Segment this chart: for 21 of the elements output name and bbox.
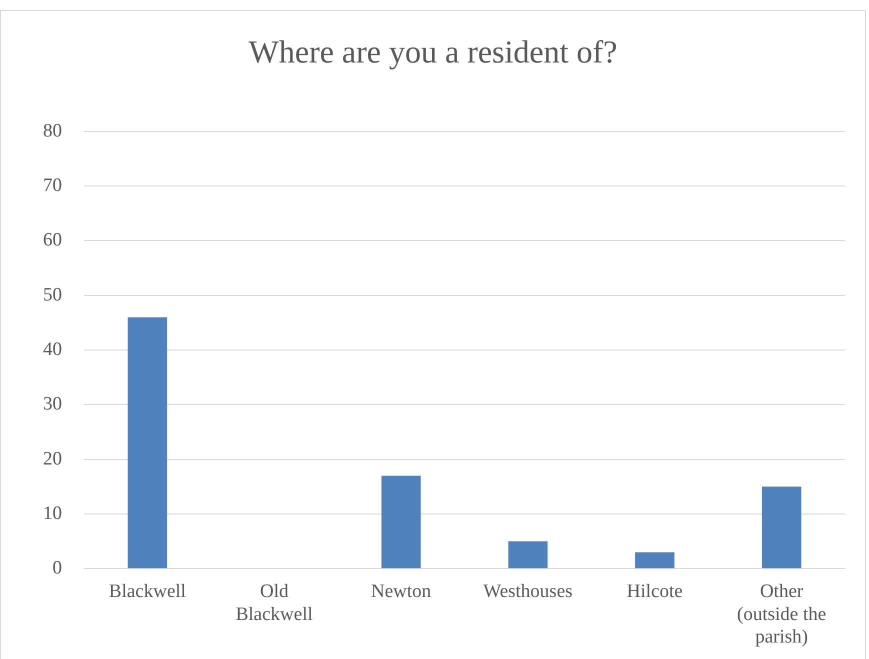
y-tick-label: 40 (43, 338, 62, 360)
y-tick-label: 10 (43, 502, 62, 524)
x-tick-label: Hilcote (626, 580, 683, 602)
y-tick-label: 30 (43, 394, 62, 415)
y-tick-label: 60 (43, 230, 62, 251)
y-tick-label: 50 (43, 284, 62, 306)
bar (635, 552, 674, 568)
bar (381, 476, 421, 568)
bar (762, 486, 802, 568)
chart-title: Where are you a resident of? (248, 34, 618, 70)
x-tick-label: Newton (371, 580, 432, 602)
y-tick-label: 0 (52, 558, 62, 579)
x-tick-label: Blackwell (108, 580, 186, 602)
x-tick-label: Old Blackwell (236, 580, 313, 625)
bar (128, 317, 168, 568)
bar (508, 541, 548, 568)
x-tick-label: Westhouses (483, 580, 573, 602)
y-tick-label: 20 (43, 448, 62, 470)
x-tick-label: Other (outside the parish) (736, 580, 826, 648)
y-tick-label: 70 (43, 175, 62, 196)
y-tick-label: 80 (43, 120, 62, 142)
